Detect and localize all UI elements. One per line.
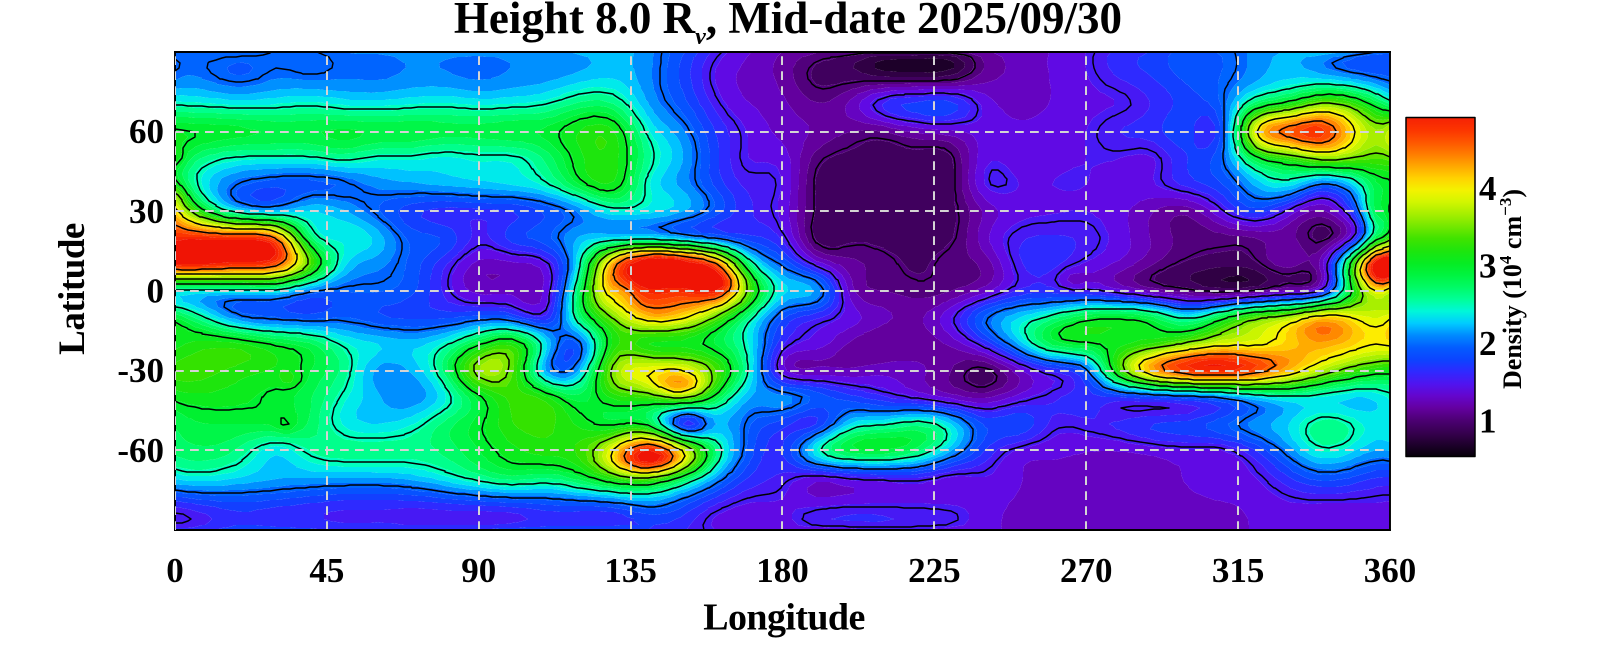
svg-text:3: 3 bbox=[1479, 247, 1497, 286]
svg-text:30: 30 bbox=[129, 192, 164, 231]
svg-text:0: 0 bbox=[166, 551, 184, 590]
svg-text:45: 45 bbox=[309, 551, 344, 590]
svg-text:60: 60 bbox=[129, 112, 164, 151]
svg-text:Latitude: Latitude bbox=[52, 223, 93, 355]
svg-text:270: 270 bbox=[1060, 551, 1113, 590]
svg-text:225: 225 bbox=[908, 551, 961, 590]
svg-text:-60: -60 bbox=[117, 431, 164, 470]
svg-text:90: 90 bbox=[461, 551, 496, 590]
svg-text:1: 1 bbox=[1479, 401, 1497, 440]
svg-text:Longitude: Longitude bbox=[703, 597, 864, 639]
svg-text:2: 2 bbox=[1479, 324, 1497, 363]
svg-text:Density (104 cm−3): Density (104 cm−3) bbox=[1496, 189, 1527, 389]
svg-text:4: 4 bbox=[1479, 169, 1497, 208]
svg-text:-30: -30 bbox=[117, 351, 164, 390]
svg-text:135: 135 bbox=[604, 551, 657, 590]
svg-text:180: 180 bbox=[756, 551, 809, 590]
svg-text:0: 0 bbox=[147, 272, 165, 311]
svg-text:360: 360 bbox=[1364, 551, 1417, 590]
svg-text:Height 8.0 Rv, Mid-date 2025/0: Height 8.0 Rv, Mid-date 2025/09/30 bbox=[454, 0, 1122, 50]
svg-text:315: 315 bbox=[1212, 551, 1265, 590]
